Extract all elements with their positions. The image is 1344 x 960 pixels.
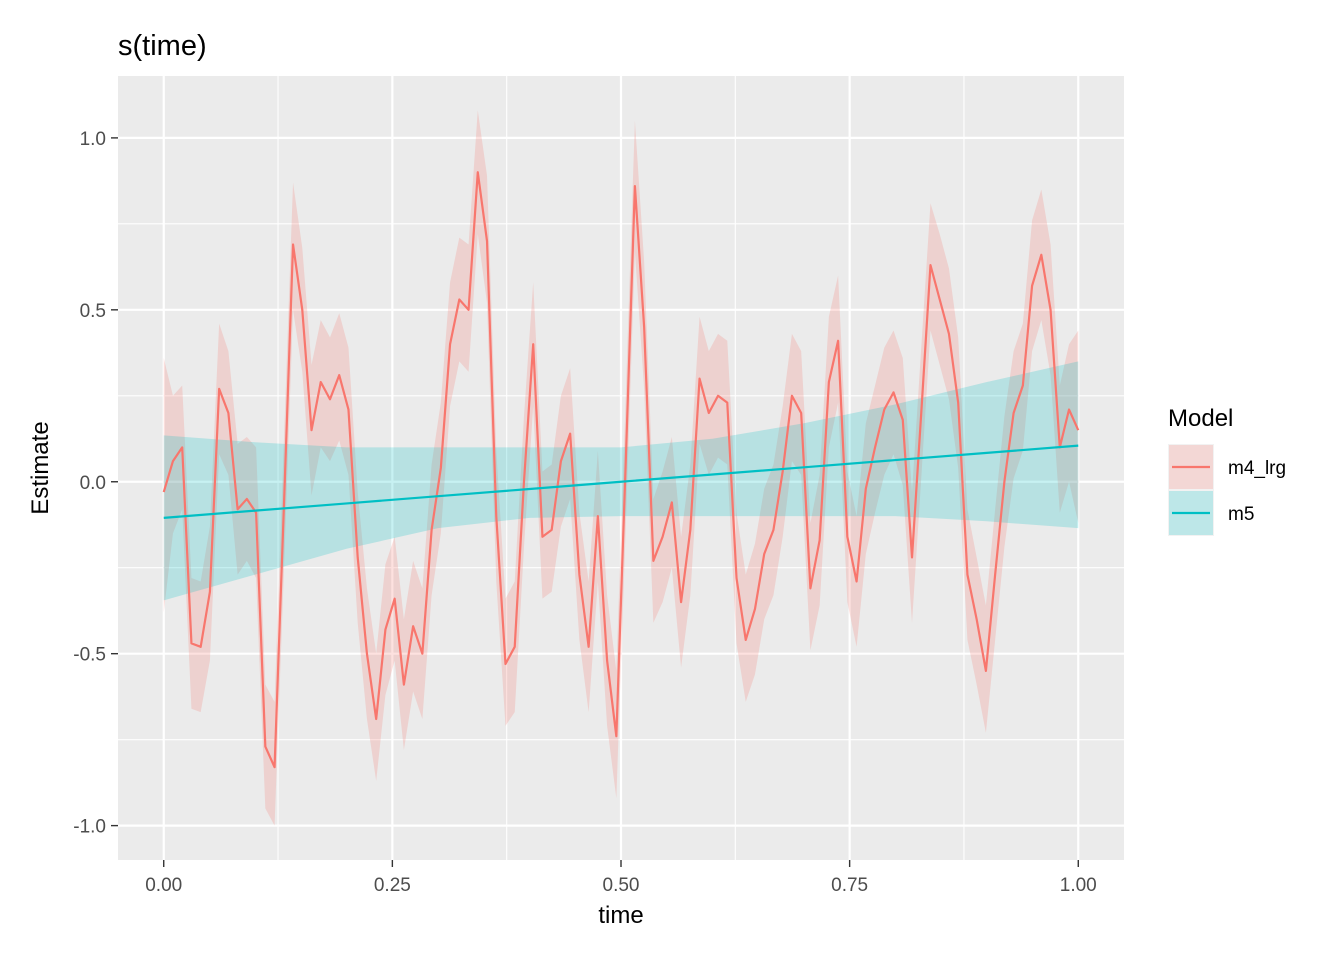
legend-label: m5 <box>1228 504 1254 525</box>
estimate-lines <box>162 171 1080 769</box>
y-axis: -1.0 -0.5 0.0 0.5 1.0 <box>73 129 118 838</box>
x-tick-label: 0.50 <box>603 875 640 896</box>
y-tick-label: 0.5 <box>80 301 106 322</box>
line-m4_lrg <box>162 171 1080 769</box>
legend-label: m4_lrg <box>1228 458 1286 479</box>
x-tick-label: 0.00 <box>145 875 182 896</box>
legend-title: Model <box>1168 405 1233 432</box>
line-m5 <box>163 444 1079 519</box>
y-axis-title: Estimate <box>27 421 54 514</box>
x-tick-label: 1.00 <box>1060 875 1097 896</box>
x-axis-title: time <box>598 902 643 929</box>
legend: Model m4_lrg m5 <box>1168 405 1286 536</box>
ribbon-m4_lrg <box>163 110 1079 826</box>
y-tick-label: 1.0 <box>80 129 106 150</box>
y-tick-label: 0.0 <box>80 473 106 494</box>
y-tick-label: -1.0 <box>73 817 106 838</box>
chart-title: s(time) <box>118 30 207 62</box>
x-axis: 0.00 0.25 0.50 0.75 1.00 <box>145 860 1097 896</box>
x-tick-label: 0.75 <box>831 875 868 896</box>
x-tick-label: 0.25 <box>374 875 411 896</box>
y-tick-label: -0.5 <box>73 645 106 666</box>
